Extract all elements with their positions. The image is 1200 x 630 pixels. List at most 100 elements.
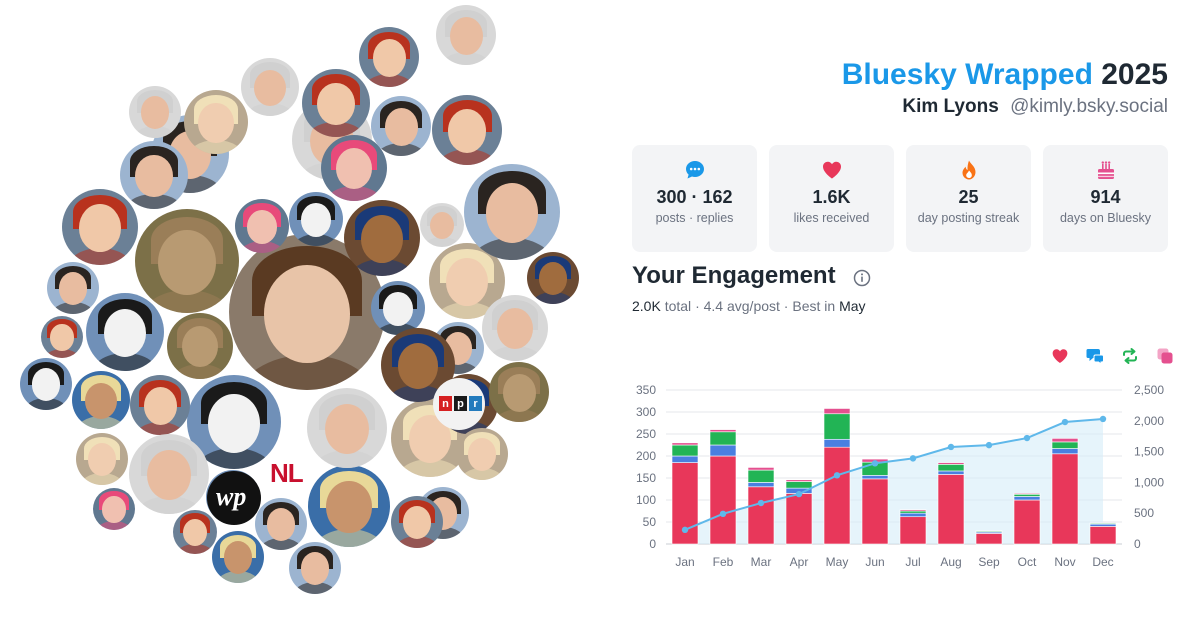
avatar — [241, 58, 299, 116]
avatar — [308, 465, 390, 547]
stat-value: 300 · 162 — [656, 187, 733, 207]
cumulative-point — [947, 443, 955, 451]
heart-icon[interactable] — [1051, 347, 1069, 365]
y-tick-left: 200 — [636, 449, 656, 463]
bar-segment — [1051, 448, 1079, 455]
y-tick-right: 1,500 — [1134, 445, 1164, 459]
avatar — [420, 203, 464, 247]
avatar — [359, 27, 419, 87]
avatar — [489, 362, 549, 422]
avatar — [72, 371, 130, 429]
avatar — [76, 433, 128, 485]
avatar — [86, 293, 164, 371]
cake-icon — [1095, 159, 1117, 181]
avatar — [381, 328, 455, 402]
avatar — [41, 316, 83, 358]
avatar — [391, 399, 469, 477]
engagement-title: Your Engagement — [632, 262, 836, 289]
engagement-summary: 2.0K total · 4.4 avg/post · Best in May — [632, 298, 866, 314]
bar-segment — [1013, 499, 1041, 545]
stat-card-days: 914 days on Bluesky — [1043, 145, 1168, 252]
x-tick-label: Jul — [905, 555, 920, 569]
chart-legend — [1051, 347, 1174, 366]
avatar — [436, 5, 496, 65]
bar-segment — [709, 444, 737, 457]
bar-segment — [671, 442, 699, 446]
bar-segment — [1013, 493, 1041, 495]
bar-segment — [747, 482, 775, 488]
npr-logo-letter: p — [454, 396, 467, 411]
y-tick-left: 250 — [636, 427, 656, 441]
avatar — [255, 498, 307, 550]
avatar — [93, 488, 135, 530]
bar-segment — [747, 467, 775, 471]
user-line: Kim Lyons @kimly.bsky.social — [902, 96, 1168, 118]
y-tick-right: 1,000 — [1134, 475, 1164, 489]
y-tick-left: 0 — [649, 537, 656, 551]
brand-title: Bluesky Wrapped — [841, 58, 1093, 91]
bar-segment — [1051, 441, 1079, 449]
cumulative-point — [681, 526, 689, 534]
bar-segment — [899, 516, 927, 545]
info-icon[interactable] — [853, 269, 871, 287]
bar-segment — [709, 431, 737, 446]
avatar — [235, 199, 289, 253]
y-tick-left: 100 — [636, 493, 656, 507]
bar-segment — [899, 512, 927, 518]
cumulative-line — [684, 417, 1104, 531]
npr-logo-letter: n — [439, 396, 452, 411]
x-tick-label: Aug — [940, 555, 961, 569]
bar-segment — [899, 510, 927, 514]
x-tick-label: May — [826, 555, 849, 569]
avatar — [371, 96, 431, 156]
stat-label: day posting streak — [917, 211, 1020, 225]
npr-logo-letter: r — [469, 396, 482, 411]
avatar — [120, 141, 188, 209]
bar-segment — [937, 474, 965, 545]
y-tick-left: 50 — [643, 515, 657, 529]
engagement-total: 2.0K — [632, 298, 661, 314]
stat-card-posts: 300 · 162 posts · replies — [632, 145, 757, 252]
repost-icon[interactable] — [1121, 347, 1139, 365]
cumulative-point — [985, 441, 993, 449]
year-title: 2025 — [1101, 58, 1168, 91]
avatar — [302, 69, 370, 137]
avatar — [212, 531, 264, 583]
bar-segment — [975, 533, 1003, 545]
avatar — [344, 200, 420, 276]
x-tick-label: Sep — [978, 555, 1000, 569]
y-tick-left: 150 — [636, 471, 656, 485]
bar-segment — [747, 469, 775, 483]
reply-icon[interactable] — [1086, 347, 1104, 366]
bar-segment — [671, 444, 699, 457]
bar-segment — [823, 446, 851, 545]
bar-segment — [861, 478, 889, 545]
engagement-best-month: May — [839, 298, 866, 314]
y-tick-right: 0 — [1134, 537, 1141, 551]
x-tick-label: Nov — [1054, 555, 1075, 569]
y-tick-right: 2,000 — [1134, 414, 1164, 428]
y-tick-right: 500 — [1134, 506, 1154, 520]
x-tick-label: Jun — [865, 555, 884, 569]
flame-icon — [958, 159, 980, 181]
stat-card-streak: 25 day posting streak — [906, 145, 1031, 252]
avatar — [371, 281, 425, 335]
avatar — [289, 542, 341, 594]
avatar-cluster: n p r wp NL — [20, 5, 579, 594]
stat-value: 25 — [958, 187, 979, 207]
avatar — [464, 164, 560, 260]
heart-icon — [821, 159, 843, 181]
bar-segment — [823, 408, 851, 415]
quote-icon[interactable] — [1156, 347, 1174, 365]
user-handle: @kimly.bsky.social — [1010, 96, 1168, 117]
washington-post-logo: wp — [216, 482, 247, 511]
bar-segment — [747, 486, 775, 545]
bar-segment — [1013, 496, 1041, 501]
x-tick-label: Oct — [1018, 555, 1037, 569]
bar-segment — [785, 493, 813, 545]
bar-segment — [1089, 526, 1117, 545]
bar-segment — [1089, 523, 1117, 527]
bar-segment — [1051, 438, 1079, 443]
x-tick-label: Feb — [713, 555, 734, 569]
